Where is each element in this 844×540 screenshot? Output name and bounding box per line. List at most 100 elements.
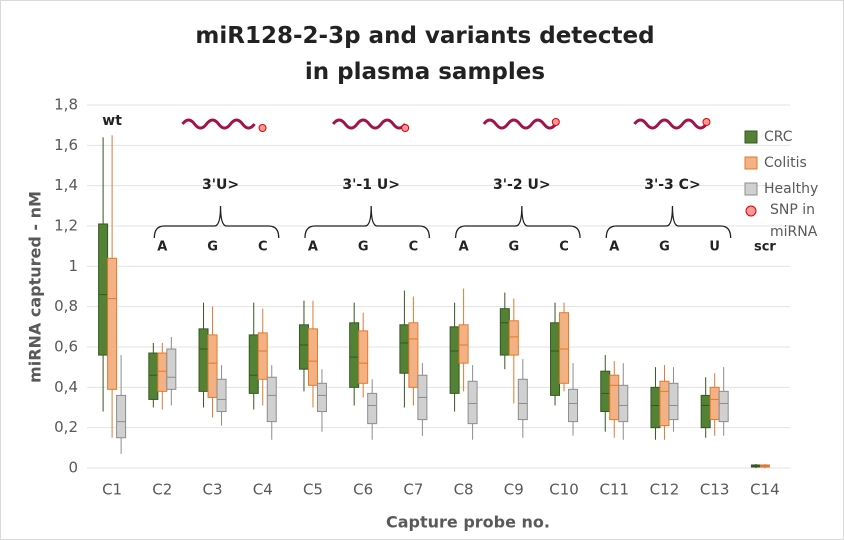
- box: [298, 324, 309, 370]
- box: [399, 324, 410, 374]
- snp-icon: [401, 124, 410, 132]
- brace: [454, 205, 581, 239]
- wave-icon: [633, 118, 708, 130]
- y-tick-label: 1,6: [54, 136, 78, 154]
- y-tick-label: 1,8: [54, 96, 78, 114]
- box: [116, 394, 127, 439]
- box: [307, 328, 318, 386]
- y-tick-label: 0,4: [54, 378, 78, 396]
- x-tick-label: C2: [152, 481, 172, 499]
- legend-swatch: [744, 156, 758, 170]
- y-tick-label: 0,6: [54, 338, 78, 356]
- box: [458, 324, 469, 364]
- box: [257, 332, 268, 380]
- snp-icon: [702, 118, 711, 126]
- chart-title: miR128-2-3p and variants detected in pla…: [195, 23, 655, 85]
- legend-label: Healthy: [764, 181, 818, 197]
- x-tick-label: C7: [403, 481, 423, 499]
- group-label: 3'U>: [202, 177, 239, 193]
- y-tick-label: 1,2: [54, 217, 78, 235]
- legend-marker: [745, 205, 757, 217]
- wave-icon: [181, 118, 256, 130]
- probe-letter: A: [459, 240, 469, 255]
- box: [609, 374, 620, 421]
- legend-label: CRC: [764, 129, 793, 145]
- box: [650, 386, 661, 429]
- box: [358, 330, 369, 384]
- box: [266, 376, 277, 423]
- box: [316, 382, 327, 413]
- box: [700, 394, 711, 429]
- snp-icon: [551, 118, 560, 126]
- box: [157, 352, 168, 392]
- box: [568, 388, 579, 423]
- x-tick-label: C11: [599, 481, 629, 499]
- x-tick-label: C12: [650, 481, 680, 499]
- box: [600, 370, 611, 413]
- box: [559, 312, 570, 384]
- legend-swatch: [744, 130, 758, 144]
- box: [550, 322, 561, 396]
- legend-swatch: [744, 182, 758, 196]
- probe-letter: A: [609, 240, 619, 255]
- box: [709, 386, 720, 421]
- snp-icon: [258, 124, 267, 132]
- y-tick-label: 0,8: [54, 297, 78, 315]
- y-tick-label: 1: [68, 257, 78, 275]
- x-tick-label: C6: [353, 481, 373, 499]
- box: [718, 390, 729, 423]
- x-tick-label: C13: [700, 481, 730, 499]
- probe-letter: C: [258, 240, 268, 255]
- box: [668, 382, 679, 421]
- box: [449, 326, 460, 394]
- brace: [304, 205, 431, 239]
- x-tick-label: C10: [549, 481, 579, 499]
- annotation: wt: [102, 113, 122, 129]
- group-label: 3'-1 U>: [342, 177, 400, 193]
- box: [98, 223, 109, 356]
- probe-letter: C: [409, 240, 419, 255]
- box: [107, 257, 118, 390]
- box: [499, 308, 510, 356]
- box: [508, 320, 519, 356]
- y-tick-label: 0: [68, 459, 78, 477]
- legend-label: Colitis: [764, 155, 807, 171]
- group-label: 3'-2 U>: [493, 177, 551, 193]
- legend-label: SNP in miRNA: [770, 202, 818, 240]
- probe-letter: G: [659, 240, 670, 255]
- x-tick-label: C4: [253, 481, 273, 499]
- box: [517, 378, 528, 421]
- probe-letter: G: [207, 240, 218, 255]
- y-tick-label: 0,2: [54, 418, 78, 436]
- probe-letter: G: [508, 240, 519, 255]
- x-tick-label: C5: [303, 481, 323, 499]
- box: [618, 384, 629, 423]
- probe-letter: C: [559, 240, 569, 255]
- box: [349, 322, 360, 388]
- group-label: 3'-3 C>: [644, 177, 700, 193]
- x-tick-label: C3: [203, 481, 223, 499]
- box: [207, 334, 218, 398]
- probe-letter: A: [157, 240, 167, 255]
- probe-letter: G: [358, 240, 369, 255]
- x-tick-label: C8: [454, 481, 474, 499]
- box: [198, 328, 209, 392]
- x-tick-label: C9: [504, 481, 524, 499]
- box: [216, 378, 227, 413]
- y-axis-label: miRNA captured - nM: [26, 191, 45, 383]
- wave-icon: [331, 118, 407, 130]
- x-tick-label: C1: [102, 481, 122, 499]
- annotation: scr: [754, 240, 776, 255]
- box: [408, 322, 419, 388]
- x-axis-label: Capture probe no.: [386, 513, 550, 532]
- box: [248, 334, 259, 394]
- box: [367, 392, 378, 425]
- box: [148, 352, 159, 400]
- brace: [153, 205, 280, 239]
- probe-letter: A: [308, 240, 318, 255]
- brace: [605, 205, 732, 239]
- probe-letter: U: [709, 240, 720, 255]
